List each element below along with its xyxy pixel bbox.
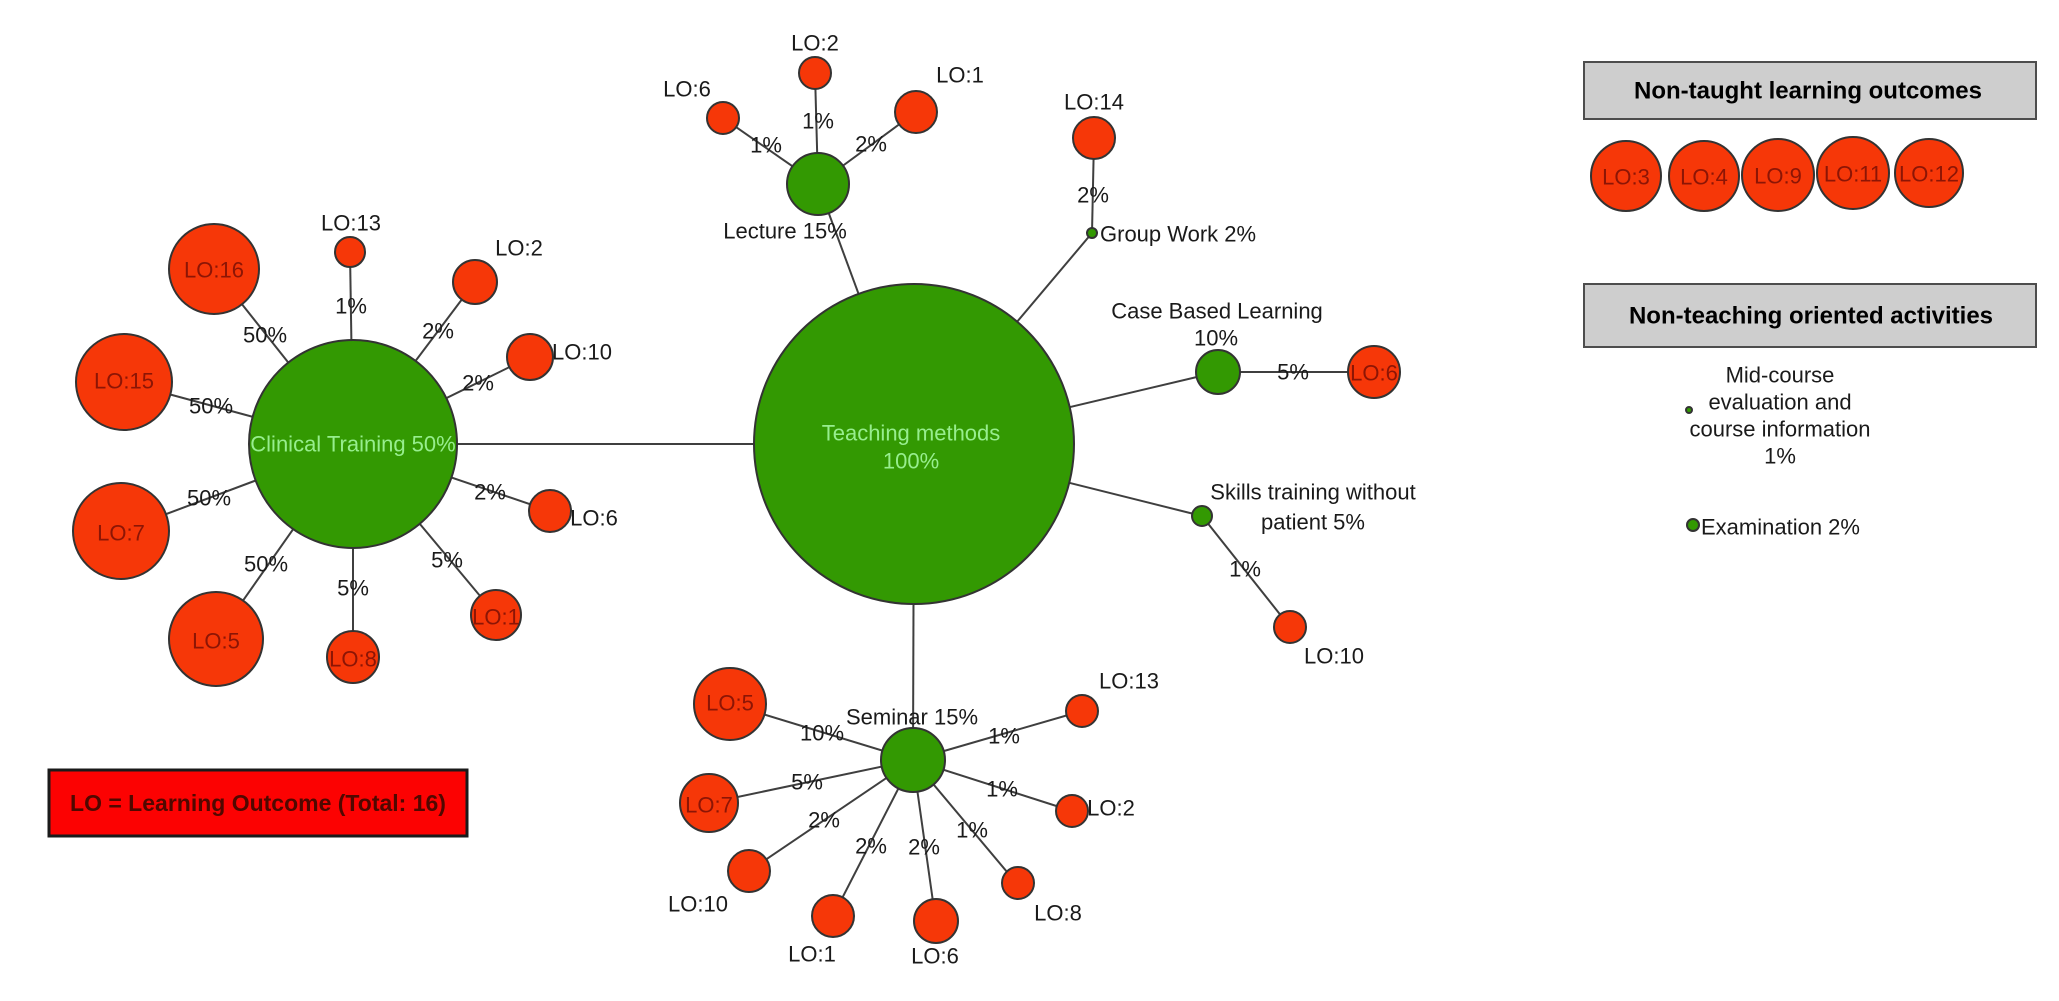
svg-text:2%: 2% <box>474 480 506 505</box>
svg-text:2%: 2% <box>1077 183 1109 208</box>
svg-text:LO:13: LO:13 <box>321 211 381 236</box>
svg-text:Case Based Learning: Case Based Learning <box>1111 299 1323 324</box>
svg-text:LO:7: LO:7 <box>97 521 145 546</box>
svg-text:1%: 1% <box>986 777 1018 802</box>
svg-text:LO:10: LO:10 <box>1304 644 1364 669</box>
svg-text:50%: 50% <box>189 394 233 419</box>
svg-text:LO:2: LO:2 <box>1087 796 1135 821</box>
svg-text:LO:2: LO:2 <box>791 31 839 56</box>
svg-text:LO:1: LO:1 <box>788 942 836 967</box>
svg-text:2%: 2% <box>462 371 494 396</box>
svg-text:5%: 5% <box>337 576 369 601</box>
svg-text:5%: 5% <box>791 770 823 795</box>
svg-text:LO:13: LO:13 <box>1099 669 1159 694</box>
svg-text:LO:5: LO:5 <box>192 629 240 654</box>
svg-text:Lecture 15%: Lecture 15% <box>723 219 847 244</box>
svg-text:Seminar 15%: Seminar 15% <box>846 705 978 730</box>
svg-text:LO:8: LO:8 <box>1034 901 1082 926</box>
svg-text:LO:4: LO:4 <box>1680 165 1728 190</box>
svg-text:LO:2: LO:2 <box>495 236 543 261</box>
svg-text:LO:14: LO:14 <box>1064 90 1124 115</box>
svg-text:1%: 1% <box>335 294 367 319</box>
svg-text:LO:10: LO:10 <box>552 340 612 365</box>
svg-text:1%: 1% <box>1764 444 1796 469</box>
svg-text:LO:6: LO:6 <box>663 77 711 102</box>
svg-text:LO:6: LO:6 <box>911 944 959 969</box>
svg-text:2%: 2% <box>855 132 887 157</box>
svg-text:50%: 50% <box>187 486 231 511</box>
svg-text:1%: 1% <box>750 133 782 158</box>
svg-text:2%: 2% <box>855 834 887 859</box>
svg-text:2%: 2% <box>808 808 840 833</box>
svg-text:1%: 1% <box>802 109 834 134</box>
svg-text:LO:7: LO:7 <box>685 793 733 818</box>
svg-text:LO:3: LO:3 <box>1602 165 1650 190</box>
svg-text:LO:16: LO:16 <box>184 258 244 283</box>
svg-text:LO:11: LO:11 <box>1824 162 1882 187</box>
svg-text:LO:1: LO:1 <box>472 605 520 630</box>
svg-text:LO:8: LO:8 <box>329 647 377 672</box>
svg-text:LO:15: LO:15 <box>94 369 154 394</box>
svg-text:10%: 10% <box>1194 326 1238 351</box>
svg-text:LO:5: LO:5 <box>706 691 754 716</box>
svg-text:LO:10: LO:10 <box>668 892 728 917</box>
svg-text:1%: 1% <box>1229 557 1261 582</box>
svg-text:LO:6: LO:6 <box>1350 361 1398 386</box>
svg-text:1%: 1% <box>956 818 988 843</box>
svg-text:LO:12: LO:12 <box>1899 162 1959 187</box>
svg-text:100%: 100% <box>883 449 939 474</box>
svg-text:LO:6: LO:6 <box>570 506 618 531</box>
svg-text:evaluation and: evaluation and <box>1708 390 1851 415</box>
svg-text:10%: 10% <box>800 721 844 746</box>
svg-text:LO:9: LO:9 <box>1754 164 1802 189</box>
svg-text:1%: 1% <box>988 724 1020 749</box>
svg-text:Examination 2%: Examination 2% <box>1701 515 1860 540</box>
svg-text:patient 5%: patient 5% <box>1261 510 1365 535</box>
svg-text:LO:1: LO:1 <box>936 63 984 88</box>
svg-text:5%: 5% <box>431 548 463 573</box>
svg-text:course information: course information <box>1690 417 1871 442</box>
svg-text:Clinical Training 50%: Clinical Training 50% <box>250 432 455 457</box>
svg-text:2%: 2% <box>908 835 940 860</box>
svg-text:2%: 2% <box>422 319 454 344</box>
svg-text:Mid-course: Mid-course <box>1726 363 1835 388</box>
svg-text:Non-teaching oriented activiti: Non-teaching oriented activities <box>1629 303 1993 330</box>
svg-text:Non-taught learning outcomes: Non-taught learning outcomes <box>1634 78 1982 105</box>
svg-text:Skills training without: Skills training without <box>1210 480 1415 505</box>
svg-text:LO = Learning Outcome (Total:: LO = Learning Outcome (Total: 16) <box>70 790 446 816</box>
svg-text:50%: 50% <box>243 323 287 348</box>
svg-text:5%: 5% <box>1277 360 1309 385</box>
svg-text:Group Work 2%: Group Work 2% <box>1100 222 1256 247</box>
svg-text:Teaching methods: Teaching methods <box>822 421 1001 446</box>
svg-text:50%: 50% <box>244 552 288 577</box>
